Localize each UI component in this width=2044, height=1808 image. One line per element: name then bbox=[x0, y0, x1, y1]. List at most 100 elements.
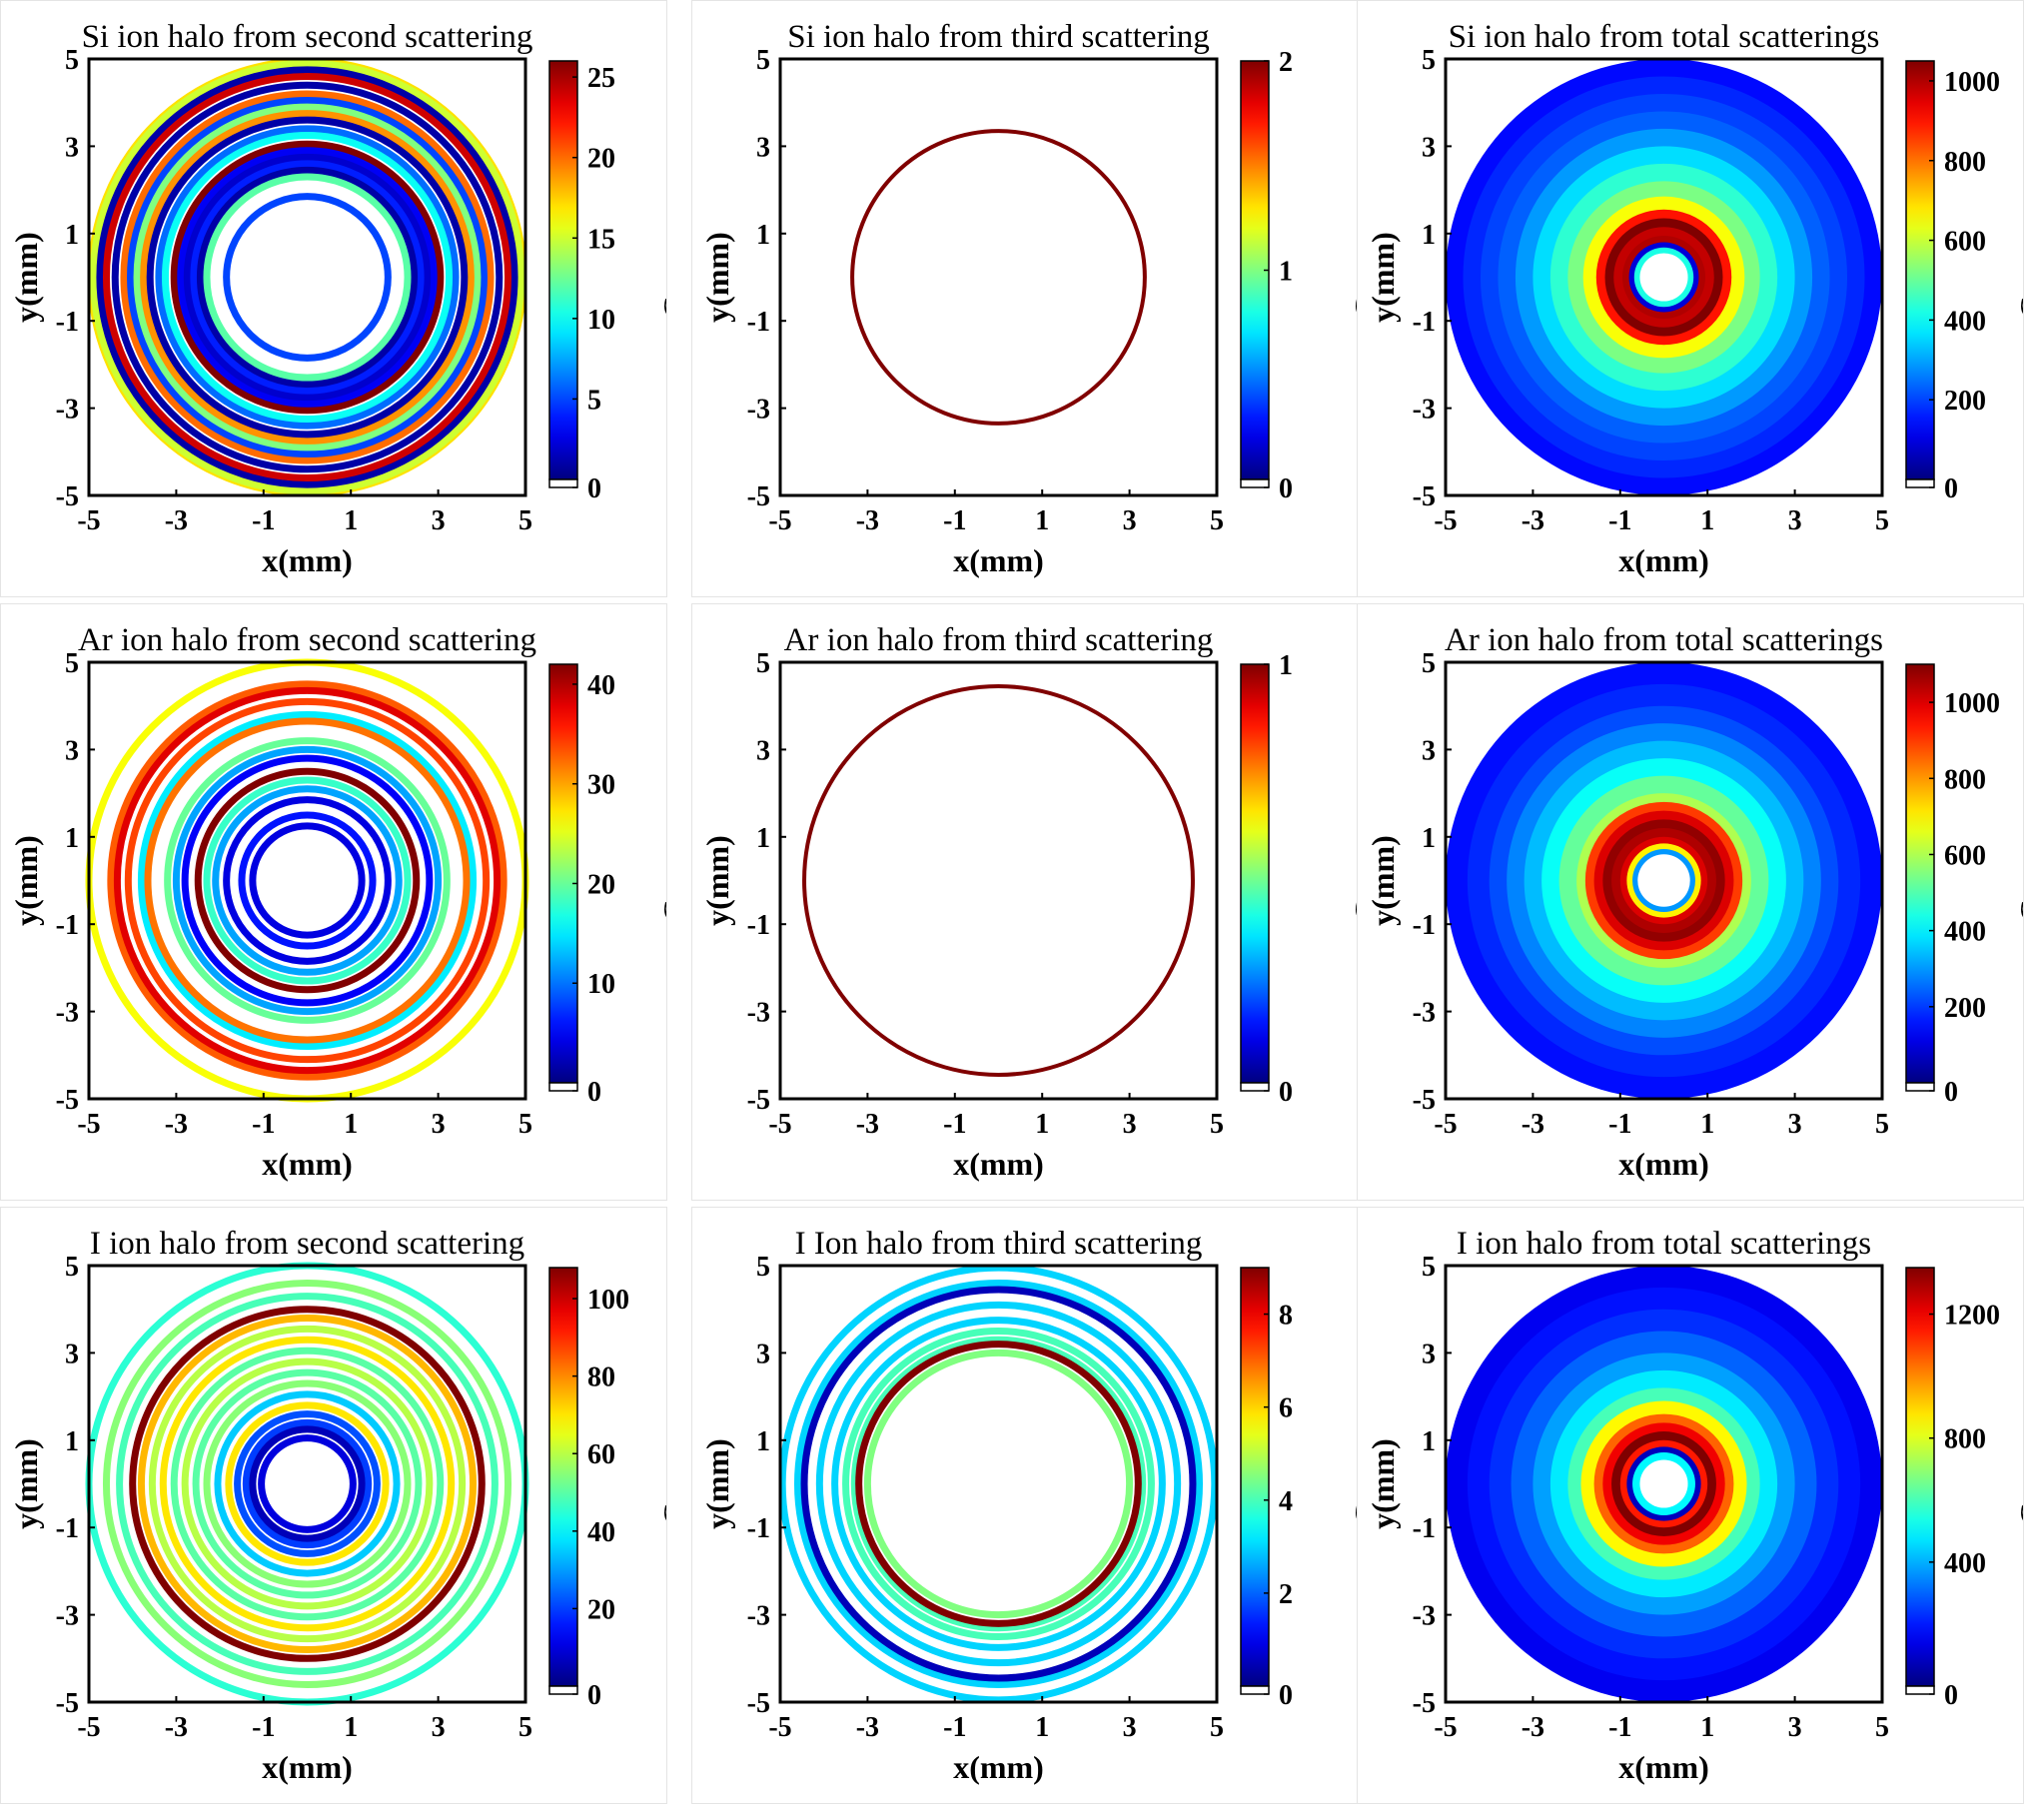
colorbar-tick-label: 0 bbox=[587, 473, 601, 504]
x-tick-label: -1 bbox=[943, 505, 966, 536]
x-tick-label: -5 bbox=[1434, 1712, 1457, 1743]
y-tick-label: 1 bbox=[756, 220, 770, 251]
ring-12 bbox=[225, 1401, 390, 1566]
colorbar-label: Counts bbox=[2013, 1428, 2023, 1526]
colorbar-tick-label: 20 bbox=[587, 1594, 615, 1625]
ring-14 bbox=[242, 1418, 373, 1549]
x-tick-label: -5 bbox=[77, 1712, 100, 1743]
colorbar-tick-label: 6 bbox=[1279, 1393, 1293, 1424]
panel-si-second: Si ion halo from second scattering -5 -3 -1… bbox=[0, 0, 692, 597]
x-tick-label: 3 bbox=[432, 1712, 446, 1743]
colorbar-tick-label: 20 bbox=[587, 869, 615, 900]
y-tick-label: 1 bbox=[1422, 1426, 1436, 1457]
colorbar-tick-label: 25 bbox=[587, 63, 615, 94]
x-tick-label: 3 bbox=[1788, 1109, 1802, 1140]
axes-box bbox=[778, 1264, 1219, 1704]
y-tick-label: -5 bbox=[747, 1085, 770, 1116]
center-hole bbox=[1639, 253, 1688, 302]
y-tick-label: -5 bbox=[56, 481, 79, 512]
y-axis-label: y(mm) bbox=[699, 835, 735, 926]
y-tick-label: -3 bbox=[56, 395, 79, 426]
colorbar-tick-label: 0 bbox=[587, 1680, 601, 1711]
ring-17 bbox=[203, 173, 412, 382]
colorbar bbox=[1905, 663, 1935, 1084]
colorbar-tick-label: 15 bbox=[587, 224, 615, 255]
x-tick-label: -1 bbox=[252, 1712, 275, 1743]
axes-box bbox=[778, 660, 1219, 1101]
colorbar-tick-label: 5 bbox=[587, 385, 601, 416]
axes-box bbox=[87, 1264, 527, 1704]
ring-group bbox=[1446, 59, 1882, 495]
colorbar-tick-label: 0 bbox=[1279, 1680, 1293, 1711]
y-tick-label: 1 bbox=[65, 220, 79, 251]
x-tick-label: 1 bbox=[344, 505, 358, 536]
panel-si-third: Si ion halo from third scattering -5 -3 -1 1… bbox=[691, 0, 1384, 597]
colorbar-tick-label: 1 bbox=[1279, 257, 1293, 288]
y-tick-label: 1 bbox=[65, 823, 79, 854]
x-axis-label: x(mm) bbox=[953, 1146, 1044, 1182]
colorbar-tick-label: 1 bbox=[1279, 650, 1293, 681]
ring-13 bbox=[234, 1410, 381, 1557]
ring-3 bbox=[124, 697, 491, 1064]
ring-3 bbox=[102, 72, 512, 482]
y-tick-label: -1 bbox=[747, 307, 770, 338]
ring-6 bbox=[127, 97, 488, 457]
y-tick-label: 5 bbox=[756, 45, 770, 76]
ring-10 bbox=[155, 125, 460, 430]
ring-7 bbox=[170, 1347, 445, 1621]
colorbar-label: Counts bbox=[656, 222, 666, 320]
x-tick-label: 5 bbox=[518, 1712, 532, 1743]
colorbar-tick-label: 1000 bbox=[1944, 67, 2000, 98]
chart-title: I ion halo from total scatterings bbox=[1457, 1226, 1871, 1262]
ring-group bbox=[1446, 662, 1882, 1099]
axes-box bbox=[1444, 57, 1884, 497]
ring-group bbox=[802, 684, 1195, 1077]
colorbar-zero-swatch bbox=[1905, 1685, 1935, 1695]
y-tick-label: 5 bbox=[1422, 45, 1436, 76]
colorbar-tick-label: 400 bbox=[1944, 917, 1986, 948]
ring-5 bbox=[144, 717, 471, 1044]
colorbar-tick-label: 2 bbox=[1279, 47, 1293, 78]
x-tick-label: -5 bbox=[768, 1712, 791, 1743]
x-tick-label: 1 bbox=[1035, 1712, 1049, 1743]
ring-8 bbox=[140, 110, 475, 445]
x-axis-label: x(mm) bbox=[953, 1749, 1044, 1785]
ring-15 bbox=[190, 160, 425, 395]
x-tick-label: -1 bbox=[252, 1109, 275, 1140]
colorbar bbox=[548, 663, 578, 1084]
x-axis-label: x(mm) bbox=[953, 542, 1044, 578]
colorbar-tick-label: 600 bbox=[1944, 840, 1986, 871]
chart-i-total: I ion halo from total scatterings -5 -3 -1 1… bbox=[1365, 1226, 2044, 1785]
x-tick-label: 5 bbox=[1210, 1109, 1224, 1140]
ring-7 bbox=[172, 745, 443, 1016]
y-axis-label: y(mm) bbox=[8, 232, 44, 323]
ring-8 bbox=[181, 754, 434, 1007]
x-axis-label: x(mm) bbox=[1618, 542, 1709, 578]
y-tick-label: 3 bbox=[65, 132, 79, 163]
x-tick-label: 3 bbox=[1123, 1712, 1137, 1743]
x-tick-label: -3 bbox=[1522, 1109, 1544, 1140]
chart-title: Si ion halo from second scattering bbox=[82, 19, 533, 55]
ring-10 bbox=[203, 776, 412, 985]
chart-title: Ar ion halo from third scattering bbox=[784, 622, 1214, 658]
colorbar-tick-label: 0 bbox=[587, 1077, 601, 1108]
colorbar-tick-label: 1200 bbox=[1944, 1301, 2000, 1332]
ring-4 bbox=[111, 81, 504, 473]
ring-9 bbox=[192, 1368, 423, 1599]
y-axis-label: y(mm) bbox=[1365, 1438, 1401, 1529]
ring-5 bbox=[148, 1325, 467, 1643]
y-tick-label: -5 bbox=[56, 1085, 79, 1116]
y-tick-label: -5 bbox=[1413, 481, 1436, 512]
colorbar bbox=[1240, 1267, 1270, 1687]
y-tick-label: -1 bbox=[56, 1513, 79, 1544]
ring-group bbox=[85, 1262, 529, 1706]
y-axis-label: y(mm) bbox=[1365, 232, 1401, 323]
x-tick-label: -1 bbox=[1608, 1712, 1631, 1743]
y-axis-label: y(mm) bbox=[8, 835, 44, 926]
ring-18 bbox=[223, 193, 392, 362]
ring-16 bbox=[196, 166, 419, 389]
y-tick-label: -1 bbox=[56, 307, 79, 338]
x-tick-label: 3 bbox=[1788, 1712, 1802, 1743]
colorbar-tick-label: 60 bbox=[587, 1439, 615, 1470]
x-tick-label: -1 bbox=[252, 505, 275, 536]
